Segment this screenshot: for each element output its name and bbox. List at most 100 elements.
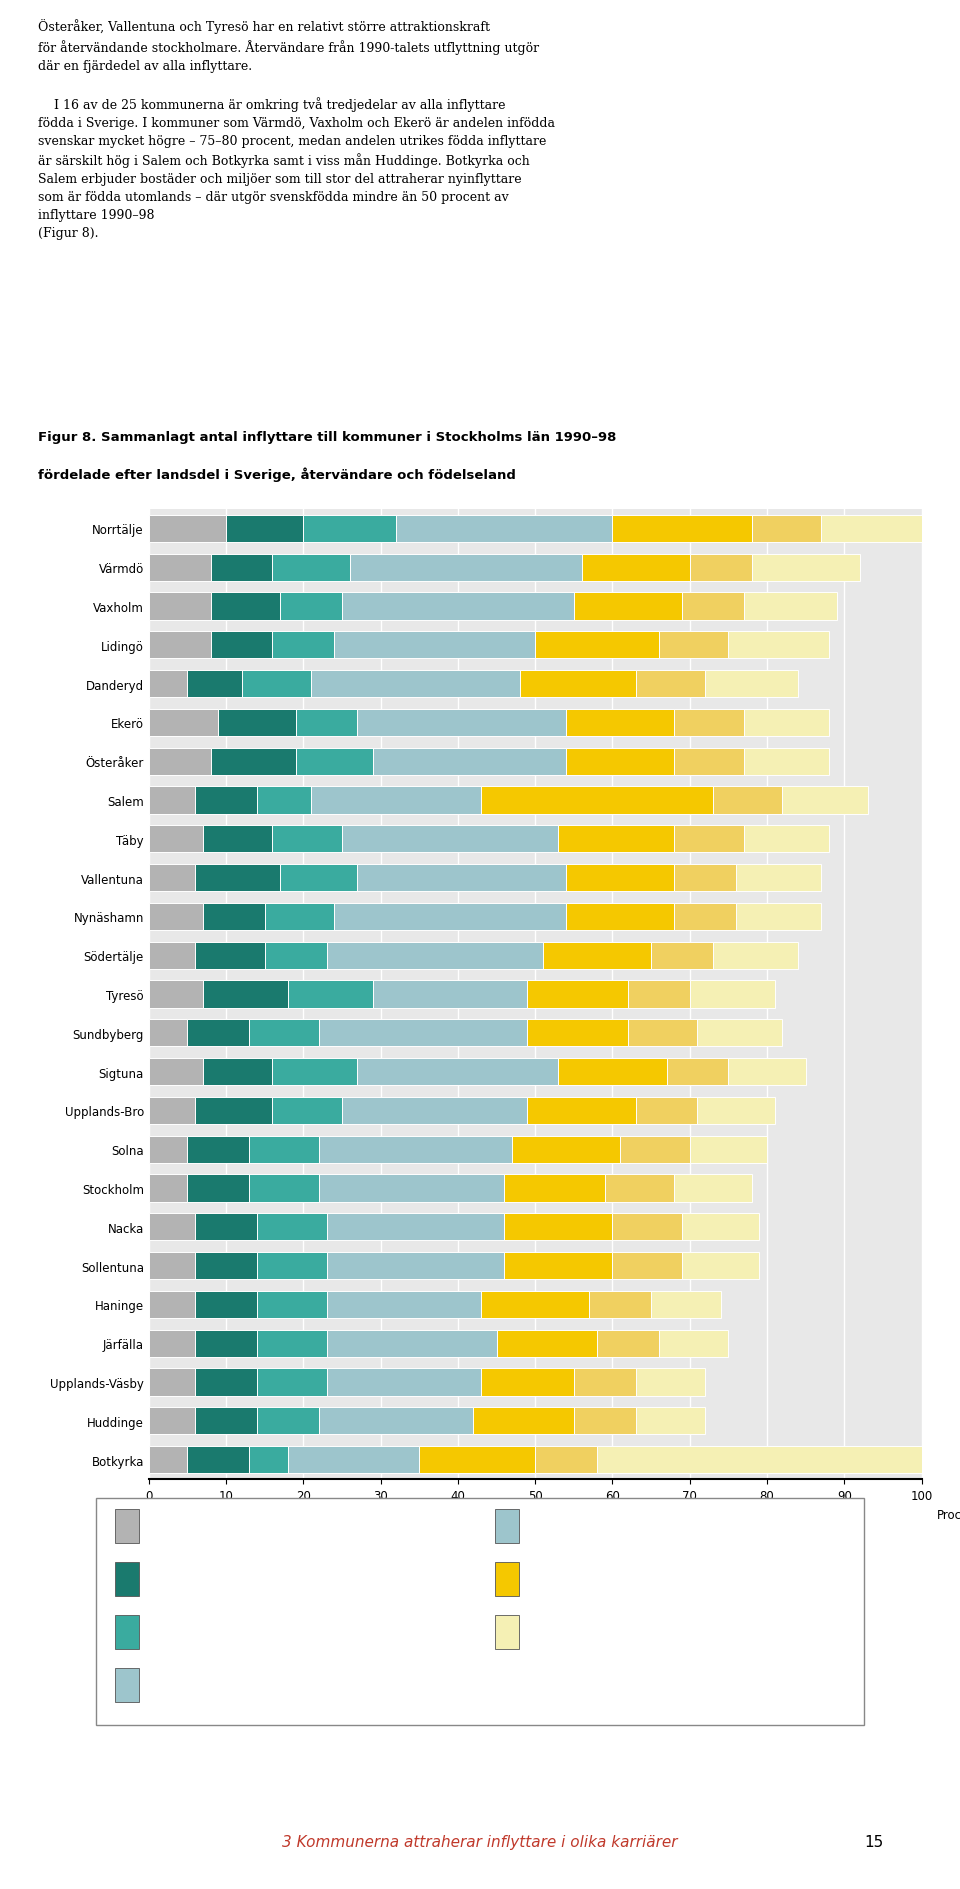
Bar [357, 1058, 559, 1086]
Bar [519, 671, 636, 697]
Bar [195, 1213, 257, 1241]
Bar [326, 1330, 496, 1356]
Text: Sverige, fjärrområde: Sverige, fjärrområde [529, 1521, 644, 1532]
Bar [698, 1098, 775, 1124]
Bar [729, 633, 828, 659]
Text: Procent: Procent [937, 1507, 960, 1521]
Bar [589, 1292, 651, 1319]
Bar [319, 1135, 512, 1164]
Bar [674, 748, 744, 774]
Text: Övriga världen: Övriga världen [529, 1626, 612, 1638]
Bar [674, 825, 744, 854]
Bar [473, 1407, 574, 1434]
Bar [149, 671, 187, 697]
Bar [149, 903, 203, 931]
Bar [326, 1370, 481, 1396]
Bar [372, 748, 566, 774]
Text: Återvändare, född i Stockholms län: Återvändare, född i Stockholms län [149, 1521, 346, 1532]
Bar [612, 516, 752, 542]
Bar [311, 671, 519, 697]
Bar [605, 1175, 674, 1201]
Bar [149, 593, 210, 620]
Bar [149, 1292, 195, 1319]
Bar [481, 1292, 589, 1319]
Bar [729, 1058, 805, 1086]
Bar [257, 1252, 326, 1279]
Bar [543, 943, 651, 969]
Bar [280, 865, 357, 892]
Bar [149, 1252, 195, 1279]
Bar [149, 980, 203, 1009]
Bar [319, 1020, 527, 1047]
Bar [342, 593, 574, 620]
Bar [149, 1058, 203, 1086]
Bar [736, 865, 821, 892]
Bar [420, 1447, 536, 1473]
Bar [257, 1330, 326, 1356]
Bar [713, 943, 798, 969]
Bar [149, 788, 195, 814]
Bar [227, 516, 303, 542]
Bar [527, 1098, 636, 1124]
Bar [396, 516, 612, 542]
Bar [574, 1407, 636, 1434]
Bar [257, 1292, 326, 1319]
Bar [574, 1370, 636, 1396]
Bar [250, 1020, 319, 1047]
Bar [149, 1407, 195, 1434]
Bar [303, 516, 396, 542]
Bar [636, 1098, 698, 1124]
Text: Sverige, närområde: Sverige, närområde [149, 1679, 259, 1691]
Bar [628, 980, 689, 1009]
Bar [636, 1370, 706, 1396]
Bar [257, 788, 311, 814]
Bar [689, 553, 752, 582]
Bar [689, 980, 775, 1009]
Bar [273, 633, 334, 659]
Bar [372, 980, 527, 1009]
Bar [504, 1175, 605, 1201]
Bar [187, 1020, 250, 1047]
Bar [659, 633, 729, 659]
Bar [744, 593, 836, 620]
Bar [334, 903, 566, 931]
Bar [536, 633, 659, 659]
Bar [752, 553, 860, 582]
Bar [149, 1447, 187, 1473]
Text: 3 Kommunerna attraherar inflyttare i olika karriärer: 3 Kommunerna attraherar inflyttare i oli… [282, 1834, 678, 1849]
Bar [559, 1058, 666, 1086]
Bar [326, 943, 543, 969]
Bar [149, 1098, 195, 1124]
Bar [682, 593, 744, 620]
Bar [195, 1330, 257, 1356]
Bar [149, 1135, 187, 1164]
Bar [666, 1058, 729, 1086]
Bar [288, 1447, 420, 1473]
Bar [250, 1135, 319, 1164]
Bar [674, 903, 736, 931]
Bar [706, 671, 798, 697]
Bar [195, 1098, 273, 1124]
Bar [203, 1058, 273, 1086]
Bar [713, 788, 782, 814]
Text: Österåker, Vallentuna och Tyresö har en relativt större attraktionskraft
för åte: Österåker, Vallentuna och Tyresö har en … [38, 19, 556, 240]
Bar [574, 593, 682, 620]
Text: Återvändare, ej född i Stockholms län: Återvändare, ej född i Stockholms län [149, 1574, 359, 1585]
Bar [195, 865, 280, 892]
Bar [273, 825, 342, 854]
Text: Stockholms län: Stockholms län [149, 1626, 234, 1638]
Bar [326, 1292, 481, 1319]
Bar [195, 943, 265, 969]
Bar [257, 1370, 326, 1396]
Bar [536, 1447, 597, 1473]
Bar [504, 1252, 612, 1279]
Bar [195, 1292, 257, 1319]
Bar [210, 633, 273, 659]
Bar [481, 788, 713, 814]
Bar [651, 1292, 721, 1319]
Bar [210, 748, 296, 774]
Bar [149, 1370, 195, 1396]
Bar [218, 710, 296, 737]
Bar [195, 1370, 257, 1396]
Bar [674, 865, 736, 892]
